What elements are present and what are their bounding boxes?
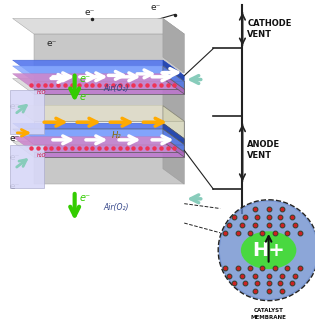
Polygon shape xyxy=(163,106,184,139)
Text: H₂O: H₂O xyxy=(37,153,46,158)
Polygon shape xyxy=(163,129,184,152)
Text: CATHODE
VENT: CATHODE VENT xyxy=(247,19,292,39)
Polygon shape xyxy=(34,139,184,145)
Polygon shape xyxy=(163,137,184,157)
Polygon shape xyxy=(10,90,44,134)
Polygon shape xyxy=(12,106,184,121)
Text: e⁻: e⁻ xyxy=(79,193,91,203)
Polygon shape xyxy=(12,141,184,157)
Text: H₂O: H₂O xyxy=(37,90,46,95)
Polygon shape xyxy=(163,141,184,184)
Text: e⁻: e⁻ xyxy=(46,39,57,48)
Polygon shape xyxy=(10,145,44,188)
Text: Air(O₂): Air(O₂) xyxy=(104,84,129,93)
Polygon shape xyxy=(34,94,184,121)
Polygon shape xyxy=(163,60,184,82)
Text: e⁻: e⁻ xyxy=(79,75,91,84)
Text: e⁻: e⁻ xyxy=(10,153,20,162)
Polygon shape xyxy=(12,60,184,76)
Polygon shape xyxy=(12,19,184,34)
Polygon shape xyxy=(163,123,184,145)
Polygon shape xyxy=(12,123,184,139)
Text: H+: H+ xyxy=(252,241,285,260)
Polygon shape xyxy=(34,121,184,139)
Polygon shape xyxy=(34,152,184,157)
Text: H₂: H₂ xyxy=(112,131,121,140)
Text: ANODE
VENT: ANODE VENT xyxy=(247,140,280,160)
Circle shape xyxy=(219,201,318,300)
Polygon shape xyxy=(12,129,184,145)
Text: e⁻: e⁻ xyxy=(10,134,20,143)
Ellipse shape xyxy=(241,231,296,269)
Polygon shape xyxy=(34,145,184,152)
Polygon shape xyxy=(163,78,184,121)
Polygon shape xyxy=(163,74,184,94)
Text: e⁻: e⁻ xyxy=(79,92,91,102)
Polygon shape xyxy=(163,66,184,89)
Polygon shape xyxy=(34,157,184,184)
Text: Air(O₂): Air(O₂) xyxy=(104,203,129,212)
Polygon shape xyxy=(163,19,184,73)
Text: CATALYST
MEMBRANE: CATALYST MEMBRANE xyxy=(251,308,286,320)
Polygon shape xyxy=(34,89,184,94)
Text: e⁻: e⁻ xyxy=(150,3,161,12)
Polygon shape xyxy=(12,78,184,94)
Polygon shape xyxy=(34,76,184,82)
Text: e⁻: e⁻ xyxy=(10,102,20,111)
Polygon shape xyxy=(34,82,184,89)
Polygon shape xyxy=(12,74,184,89)
Text: e⁻: e⁻ xyxy=(10,182,20,191)
Polygon shape xyxy=(34,34,184,73)
Text: e⁻: e⁻ xyxy=(84,8,95,17)
Polygon shape xyxy=(12,137,184,152)
Polygon shape xyxy=(12,66,184,82)
